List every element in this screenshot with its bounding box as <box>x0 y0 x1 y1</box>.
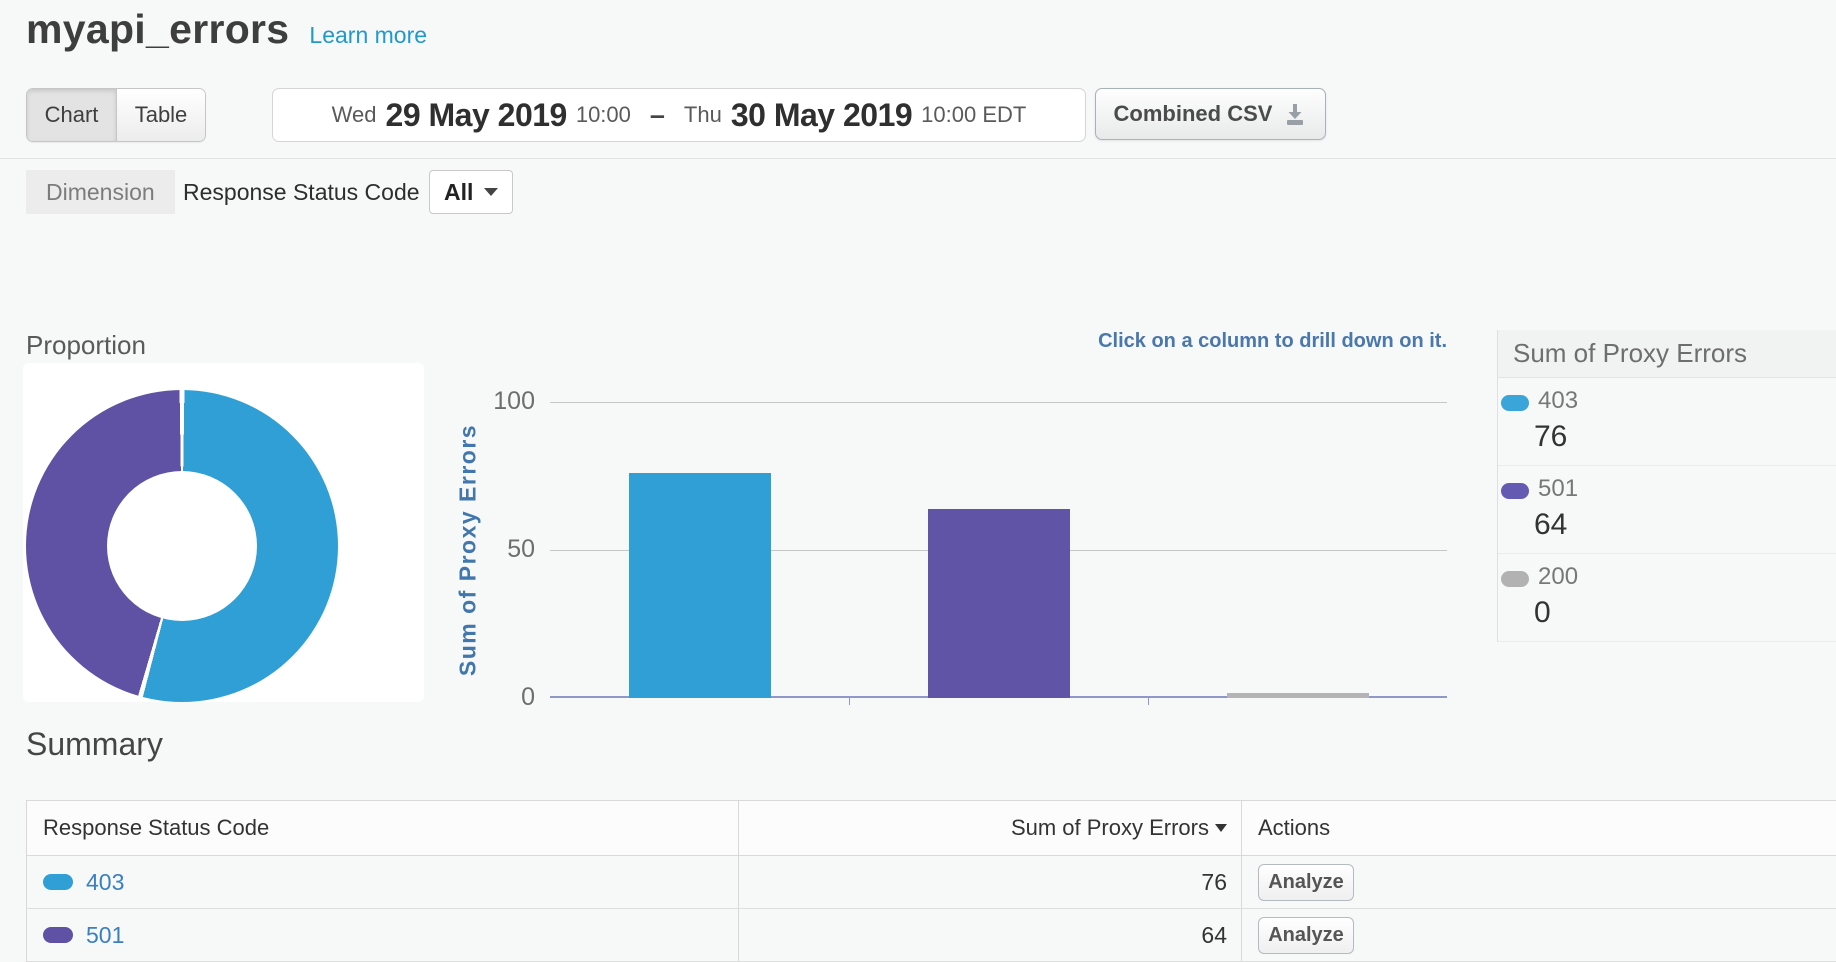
legend-label: 403 <box>1538 387 1836 415</box>
legend-swatch-200 <box>1501 571 1529 587</box>
drilldown-hint: Click on a column to drill down on it. <box>1098 330 1447 353</box>
legend-title: Sum of Proxy Errors <box>1498 330 1836 378</box>
legend-value: 64 <box>1534 508 1836 542</box>
end-time: 10:00 EDT <box>921 102 1026 128</box>
dimension-name: Response Status Code <box>183 170 420 214</box>
legend-swatch-403 <box>1501 395 1529 411</box>
toolbar-divider <box>0 158 1836 159</box>
chart-toggle-button[interactable]: Chart <box>27 89 116 141</box>
row-value: 64 <box>738 909 1241 961</box>
column-header-status-code: Response Status Code <box>27 801 738 855</box>
y-tick-label-50: 50 <box>445 535 535 564</box>
bar-200[interactable] <box>1227 693 1369 698</box>
dimension-filter-dropdown[interactable]: All <box>429 170 513 214</box>
page-title: myapi_errors <box>26 6 289 53</box>
end-date: 30 May 2019 <box>731 97 912 134</box>
y-tick-label-100: 100 <box>445 387 535 416</box>
legend-swatch-501 <box>1501 483 1529 499</box>
view-toggle: Chart Table <box>26 88 206 142</box>
y-tick-label-0: 0 <box>445 683 535 712</box>
legend-item-200: 200 0 <box>1498 554 1836 642</box>
sort-desc-icon <box>1215 824 1227 832</box>
analyze-button[interactable]: Analyze <box>1258 917 1354 954</box>
status-code-link[interactable]: 403 <box>86 869 124 896</box>
summary-table: Response Status Code Sum of Proxy Errors… <box>26 800 1836 962</box>
bar-403[interactable] <box>629 473 771 698</box>
chart-legend: Sum of Proxy Errors 403 76 501 64 200 0 <box>1497 330 1836 642</box>
table-toggle-button[interactable]: Table <box>116 89 205 141</box>
row-swatch-403 <box>43 874 73 890</box>
date-range-separator: – <box>650 100 665 131</box>
donut-hole <box>107 471 257 621</box>
table-row-501: 501 64 Analyze <box>27 909 1836 962</box>
legend-item-501: 501 64 <box>1498 466 1836 554</box>
start-time: 10:00 <box>576 102 631 128</box>
combined-csv-label: Combined CSV <box>1114 101 1273 127</box>
start-day: Wed <box>332 102 377 128</box>
page-header: myapi_errors Learn more <box>26 6 427 53</box>
analyze-button[interactable]: Analyze <box>1258 864 1354 901</box>
table-row-403: 403 76 Analyze <box>27 856 1836 909</box>
proportion-title: Proportion <box>26 330 146 361</box>
summary-title: Summary <box>26 726 163 763</box>
proportion-donut-chart <box>26 390 338 702</box>
dimension-filter-value: All <box>444 179 473 206</box>
start-date: 29 May 2019 <box>386 97 567 134</box>
learn-more-link[interactable]: Learn more <box>309 22 427 49</box>
legend-value: 76 <box>1534 420 1836 454</box>
download-icon <box>1283 103 1307 126</box>
legend-item-403: 403 76 <box>1498 378 1836 466</box>
row-swatch-501 <box>43 927 73 943</box>
bar-501[interactable] <box>928 509 1070 698</box>
column-header-sum-errors[interactable]: Sum of Proxy Errors <box>738 801 1241 855</box>
column-header-actions: Actions <box>1241 801 1836 855</box>
proportion-card <box>23 363 424 702</box>
legend-label: 200 <box>1538 563 1836 591</box>
combined-csv-button[interactable]: Combined CSV <box>1095 88 1326 140</box>
chevron-down-icon <box>484 188 498 196</box>
date-range-picker[interactable]: Wed 29 May 2019 10:00 – Thu 30 May 2019 … <box>272 88 1086 142</box>
bar-chart-plot <box>550 402 1447 698</box>
end-day: Thu <box>684 102 722 128</box>
status-code-link[interactable]: 501 <box>86 922 124 949</box>
summary-table-header: Response Status Code Sum of Proxy Errors… <box>27 801 1836 856</box>
row-value: 76 <box>738 856 1241 908</box>
x-axis-tick <box>849 698 850 705</box>
legend-label: 501 <box>1538 475 1836 503</box>
dimension-chip: Dimension <box>26 170 175 214</box>
legend-value: 0 <box>1534 596 1836 630</box>
gridline-100 <box>550 402 1447 403</box>
x-axis-tick <box>1148 698 1149 705</box>
